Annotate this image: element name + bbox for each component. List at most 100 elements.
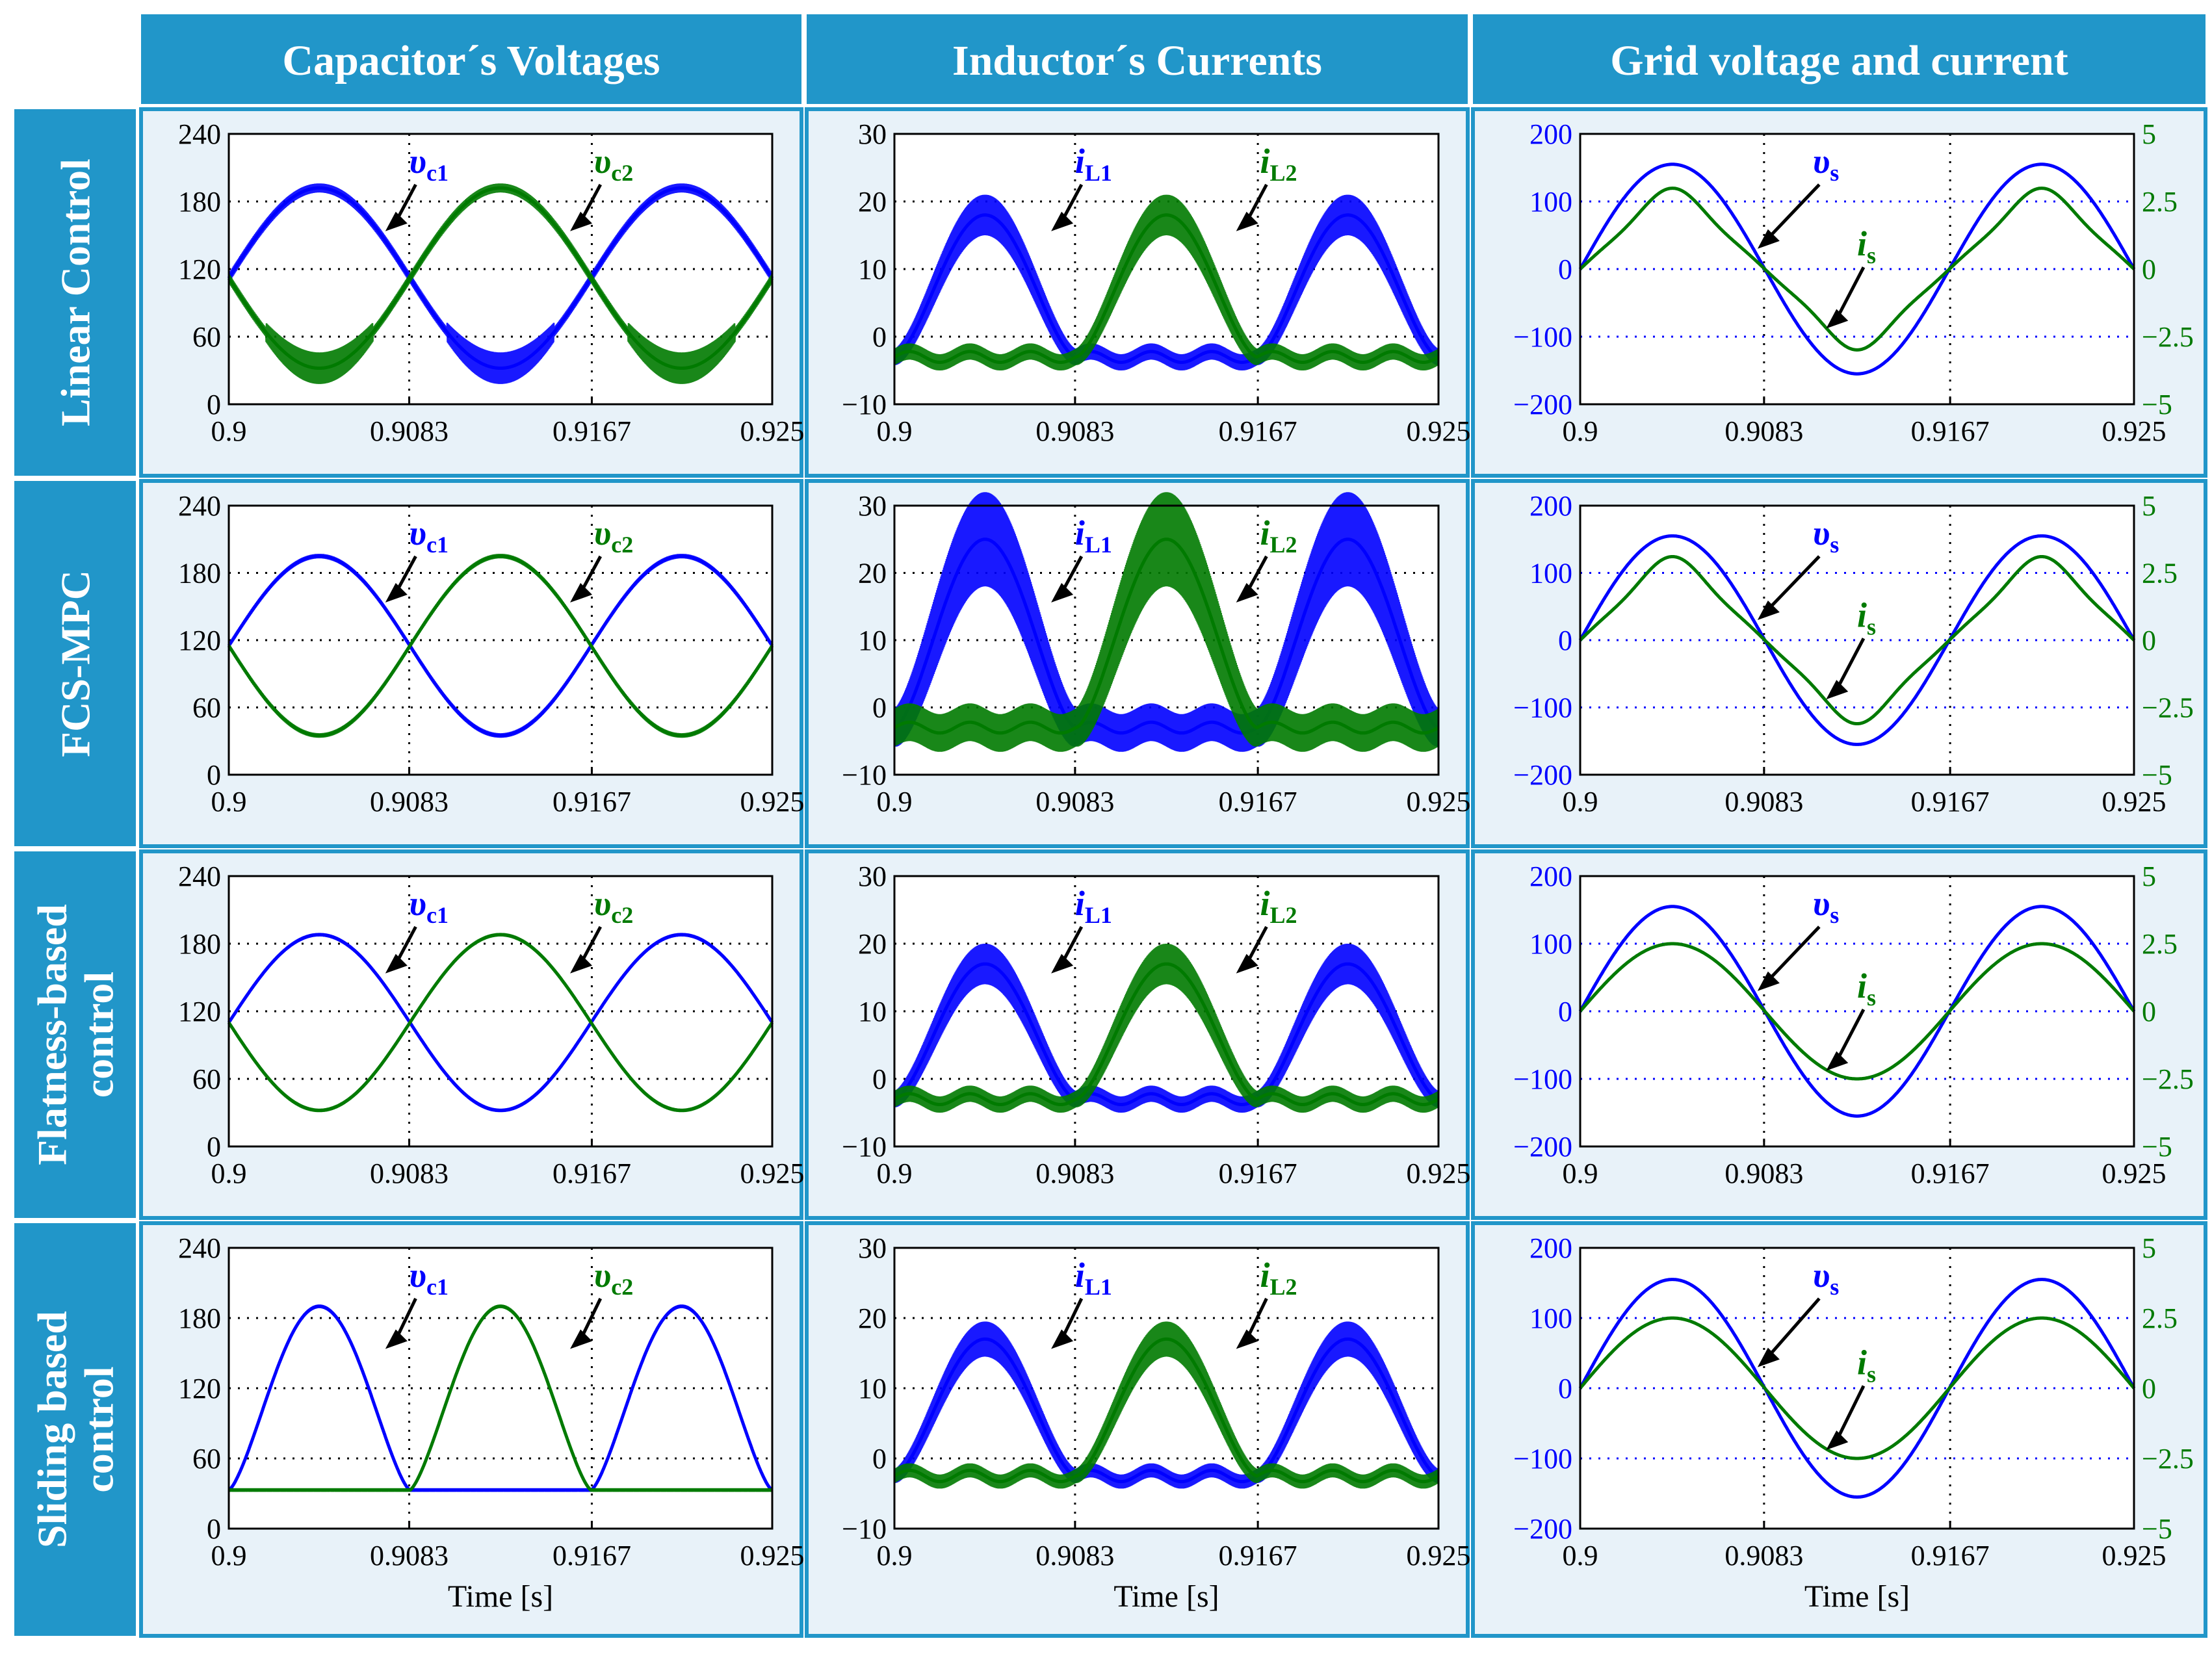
plot-9: 0.9 0.9083 0.9167 0.925 −200 −100 0 100 200 −5 −2.… (1513, 860, 2194, 1189)
annotation-iL1: iL1 (1051, 1256, 1112, 1349)
y-tick-label: 0 (872, 1443, 887, 1475)
y-tick-label: 60 (192, 1063, 221, 1095)
arrow-shaft (1767, 1297, 1821, 1357)
plot-frame (893, 875, 1440, 1148)
series-line-υc1 (228, 1304, 774, 1492)
x-tick-label: 0.9 (877, 415, 913, 447)
y-tick-label: 30 (858, 860, 887, 892)
row-header-4 (14, 1223, 136, 1636)
y-tick-label: 180 (178, 1302, 221, 1334)
y-tick-label: −100 (1513, 1063, 1572, 1095)
annotation-υs: υs (1757, 513, 1839, 620)
annotation-label-υc2: υc2 (594, 884, 633, 928)
y-tick-label: 0 (872, 692, 887, 724)
column-header-label-3: Grid voltage and current (1610, 37, 2068, 84)
series-line-iL1 (894, 213, 1439, 364)
series-ripple-iL2 (893, 943, 1440, 1113)
series-line-υc2 (229, 1304, 772, 1492)
y-tick-label: −10 (842, 759, 887, 791)
arrow-head (385, 211, 408, 231)
annotation-label-υc1: υc1 (410, 142, 449, 186)
plot-area (229, 506, 772, 775)
y-tick-label: 240 (178, 1232, 221, 1264)
y-tick-label: 20 (858, 928, 887, 960)
y-tick-label: 0 (1558, 625, 1572, 656)
y-tick-label: 200 (1529, 118, 1572, 150)
y2-tick-label: 5 (2142, 490, 2156, 522)
x-tick-label: 0.9167 (1911, 1540, 1990, 1572)
x-tick-label: 0.925 (1407, 1540, 1471, 1572)
x-tick-label: 0.925 (2102, 415, 2166, 447)
x-tick-label: 0.9083 (370, 786, 449, 818)
x-tick-label: 0.9 (211, 415, 247, 447)
column-header-label-2: Inductor´s Currents (952, 37, 1322, 84)
x-tick-label: 0.9167 (1911, 1158, 1990, 1189)
annotation-υs: υs (1757, 1256, 1839, 1367)
annotation-label-iL2: iL2 (1260, 142, 1297, 186)
plot-frame (1579, 875, 2135, 1148)
plot-7: 0.9 0.9083 0.9167 0.925 0 60 120 180 240 υc1 υc2 (178, 860, 805, 1189)
y2-tick-label: 2.5 (2142, 1302, 2178, 1334)
y-tick-label: 0 (207, 759, 221, 791)
series-line-iL1 (894, 1337, 1439, 1484)
plot-frame (1579, 133, 2135, 406)
y2-tick-label: 0 (2142, 253, 2156, 285)
annotation-label-υc2: υc2 (594, 1256, 633, 1300)
arrow-head (1757, 229, 1780, 249)
y-tick-label: 100 (1529, 928, 1572, 960)
y-tick-label: 240 (178, 490, 221, 522)
arrow-head (1757, 1347, 1780, 1367)
row-header-3 (14, 851, 136, 1218)
annotation-iL2: iL2 (1236, 1256, 1297, 1349)
x-tick-label: 0.9083 (1035, 415, 1114, 447)
x-tick-label: 0.9083 (1724, 1158, 1803, 1189)
y-tick-label: 20 (858, 186, 887, 218)
annotation-υc2: υc2 (570, 142, 633, 231)
y2-tick-label: −2.5 (2142, 1063, 2194, 1095)
plot-frame (228, 133, 774, 406)
annotation-label-υs: υs (1813, 884, 1839, 928)
y-tick-label: 0 (207, 389, 221, 420)
annotation-label-iL2: iL2 (1260, 513, 1297, 558)
x-tick-label: 0.9 (1563, 1540, 1598, 1572)
series-line-υc1 (227, 933, 774, 1112)
y-tick-label: 100 (1529, 1302, 1572, 1334)
y-tick-label: −200 (1513, 1131, 1572, 1163)
annotation-label-iL2: iL2 (1260, 884, 1297, 928)
annotation-label-υc2: υc2 (594, 513, 633, 558)
arrow-head (570, 1329, 593, 1349)
x-tick-label: 0.9083 (370, 1158, 449, 1189)
annotation-label-υc1: υc1 (410, 884, 449, 928)
annotation-label-υs: υs (1813, 1256, 1839, 1300)
annotation-label-is: is (1857, 224, 1876, 268)
annotation-label-iL1: iL1 (1075, 884, 1112, 928)
series-line-υc1 (227, 186, 774, 370)
x-tick-label: 0.9083 (370, 415, 449, 447)
y-tick-label: 60 (192, 1443, 221, 1475)
annotation-is: is (1826, 595, 1876, 700)
arrow-head (1051, 953, 1074, 974)
arrow-shaft (1246, 555, 1268, 592)
y-tick-label: 30 (858, 118, 887, 150)
y-tick-label: 200 (1529, 490, 1572, 522)
annotation-is: is (1826, 1343, 1876, 1451)
arrow-shaft (1768, 925, 1821, 981)
series-ripple-iL2 (893, 1321, 1440, 1489)
arrow-head (1051, 583, 1074, 603)
series-line-υs (1578, 534, 2136, 746)
x-tick-label: 0.925 (1407, 1158, 1471, 1189)
x-tick-label: 0.9167 (553, 415, 631, 447)
annotation-υc1: υc1 (385, 513, 449, 603)
y2-tick-label: −2.5 (2142, 321, 2194, 353)
series-ripple-iL1 (893, 194, 1440, 371)
series-line-υs (1578, 1278, 2136, 1499)
annotation-υs: υs (1757, 884, 1839, 991)
plot-frame (1579, 504, 2135, 776)
annotation-label-υc2: υc2 (594, 142, 633, 186)
x-tick-label: 0.9 (877, 1540, 913, 1572)
plot-frame (228, 1247, 774, 1530)
plot-frame (228, 504, 774, 776)
y2-tick-label: 2.5 (2142, 928, 2178, 960)
x-tick-label: 0.925 (2102, 1158, 2166, 1189)
x-tick-label: 0.9083 (1724, 415, 1803, 447)
